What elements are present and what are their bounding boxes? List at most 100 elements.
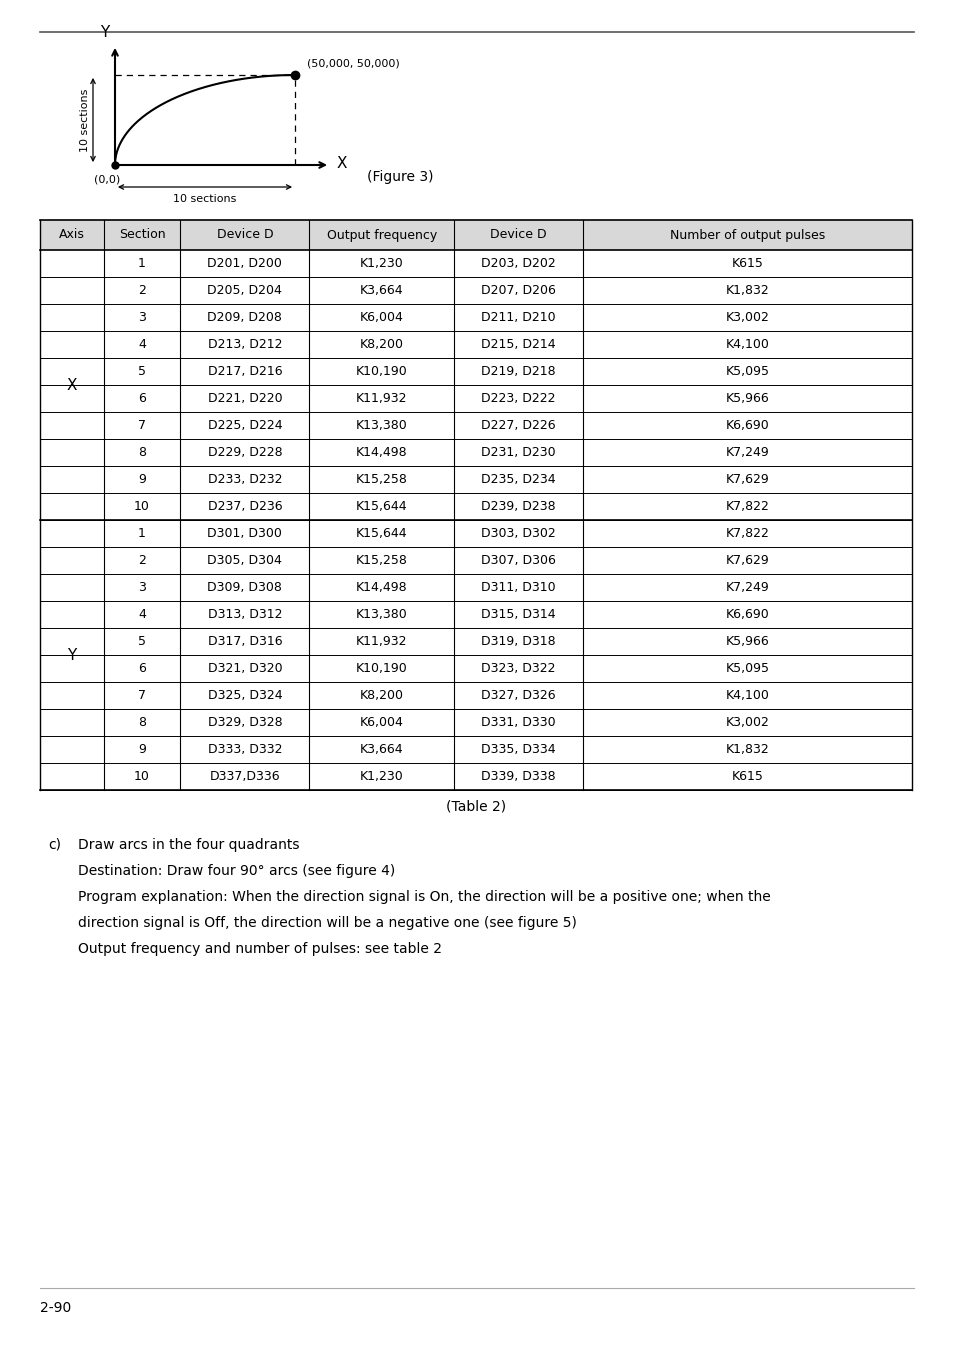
Text: D201, D200: D201, D200: [207, 256, 282, 270]
Text: 1: 1: [138, 526, 146, 540]
Text: 8: 8: [138, 446, 146, 459]
Text: K11,932: K11,932: [355, 392, 407, 405]
Text: D215, D214: D215, D214: [481, 338, 556, 351]
Text: K13,380: K13,380: [355, 608, 407, 621]
Text: 4: 4: [138, 608, 146, 621]
Text: K7,249: K7,249: [725, 580, 769, 594]
Text: D321, D320: D321, D320: [208, 662, 282, 675]
Text: D209, D208: D209, D208: [207, 310, 282, 324]
Text: 2: 2: [138, 284, 146, 297]
Text: D337,D336: D337,D336: [210, 769, 280, 783]
Text: K14,498: K14,498: [355, 580, 407, 594]
Text: (Figure 3): (Figure 3): [366, 170, 433, 184]
Text: D329, D328: D329, D328: [208, 716, 282, 729]
Text: K1,832: K1,832: [725, 284, 769, 297]
Text: D207, D206: D207, D206: [480, 284, 556, 297]
Text: D235, D234: D235, D234: [481, 472, 556, 486]
Text: D231, D230: D231, D230: [481, 446, 556, 459]
Text: Output frequency: Output frequency: [326, 228, 436, 242]
Text: K11,932: K11,932: [355, 634, 407, 648]
Text: D309, D308: D309, D308: [207, 580, 282, 594]
Text: Axis: Axis: [59, 228, 85, 242]
Text: Y: Y: [100, 26, 110, 40]
Text: K6,690: K6,690: [725, 418, 769, 432]
Text: K6,004: K6,004: [359, 310, 403, 324]
Text: K1,230: K1,230: [359, 769, 403, 783]
Text: D219, D218: D219, D218: [481, 364, 556, 378]
Text: K615: K615: [731, 769, 762, 783]
Text: K7,629: K7,629: [725, 554, 769, 567]
Text: 10: 10: [134, 500, 150, 513]
Text: 10: 10: [134, 769, 150, 783]
Text: D225, D224: D225, D224: [208, 418, 282, 432]
Text: 2-90: 2-90: [40, 1301, 71, 1315]
Text: (50,000, 50,000): (50,000, 50,000): [307, 59, 399, 69]
Text: 3: 3: [138, 580, 146, 594]
Text: K5,966: K5,966: [725, 392, 769, 405]
Text: (0,0): (0,0): [93, 176, 120, 185]
Text: (Table 2): (Table 2): [445, 799, 505, 813]
Bar: [104, 220, 180, 250]
Text: Program explanation: When the direction signal is On, the direction will be a po: Program explanation: When the direction …: [78, 890, 770, 905]
Text: D307, D306: D307, D306: [480, 554, 556, 567]
Text: D301, D300: D301, D300: [207, 526, 282, 540]
Text: 9: 9: [138, 472, 146, 486]
Text: D203, D202: D203, D202: [481, 256, 556, 270]
Text: D233, D232: D233, D232: [208, 472, 282, 486]
Text: K5,966: K5,966: [725, 634, 769, 648]
Text: D303, D302: D303, D302: [481, 526, 556, 540]
Text: D229, D228: D229, D228: [208, 446, 282, 459]
Text: 10 sections: 10 sections: [80, 88, 90, 151]
Bar: [180, 220, 309, 250]
Text: D227, D226: D227, D226: [481, 418, 556, 432]
Text: K3,664: K3,664: [359, 743, 403, 756]
Text: 6: 6: [138, 662, 146, 675]
Text: X: X: [67, 378, 77, 393]
Text: K615: K615: [731, 256, 762, 270]
Text: D317, D316: D317, D316: [208, 634, 282, 648]
Text: D333, D332: D333, D332: [208, 743, 282, 756]
Text: D339, D338: D339, D338: [481, 769, 556, 783]
Text: D213, D212: D213, D212: [208, 338, 282, 351]
Text: Device D: Device D: [216, 228, 273, 242]
Text: Section: Section: [118, 228, 165, 242]
Text: 3: 3: [138, 310, 146, 324]
Text: D311, D310: D311, D310: [481, 580, 556, 594]
Text: K4,100: K4,100: [725, 688, 769, 702]
Text: 6: 6: [138, 392, 146, 405]
Text: K8,200: K8,200: [359, 338, 403, 351]
Text: K10,190: K10,190: [355, 364, 407, 378]
Text: K14,498: K14,498: [355, 446, 407, 459]
Text: 7: 7: [138, 418, 146, 432]
Text: K6,004: K6,004: [359, 716, 403, 729]
Text: Output frequency and number of pulses: see table 2: Output frequency and number of pulses: s…: [78, 942, 441, 956]
Text: K5,095: K5,095: [725, 662, 769, 675]
Text: D315, D314: D315, D314: [481, 608, 556, 621]
Text: K1,230: K1,230: [359, 256, 403, 270]
Text: K13,380: K13,380: [355, 418, 407, 432]
Text: Device D: Device D: [490, 228, 546, 242]
Text: K3,002: K3,002: [725, 310, 769, 324]
Text: D327, D326: D327, D326: [481, 688, 556, 702]
Text: D239, D238: D239, D238: [481, 500, 556, 513]
Text: 4: 4: [138, 338, 146, 351]
Text: K1,832: K1,832: [725, 743, 769, 756]
Text: 5: 5: [138, 634, 146, 648]
Text: K3,002: K3,002: [725, 716, 769, 729]
Text: direction signal is Off, the direction will be a negative one (see figure 5): direction signal is Off, the direction w…: [78, 917, 577, 930]
Text: 1: 1: [138, 256, 146, 270]
Text: D305, D304: D305, D304: [207, 554, 282, 567]
Text: K4,100: K4,100: [725, 338, 769, 351]
Text: K3,664: K3,664: [359, 284, 403, 297]
Text: 5: 5: [138, 364, 146, 378]
Text: D331, D330: D331, D330: [481, 716, 556, 729]
Text: K10,190: K10,190: [355, 662, 407, 675]
Text: K8,200: K8,200: [359, 688, 403, 702]
Text: 10 sections: 10 sections: [173, 194, 236, 204]
Text: D205, D204: D205, D204: [207, 284, 282, 297]
Text: D325, D324: D325, D324: [208, 688, 282, 702]
Text: Destination: Draw four 90° arcs (see figure 4): Destination: Draw four 90° arcs (see fig…: [78, 864, 395, 878]
Text: 2: 2: [138, 554, 146, 567]
Text: K15,258: K15,258: [355, 554, 407, 567]
Text: D237, D236: D237, D236: [208, 500, 282, 513]
